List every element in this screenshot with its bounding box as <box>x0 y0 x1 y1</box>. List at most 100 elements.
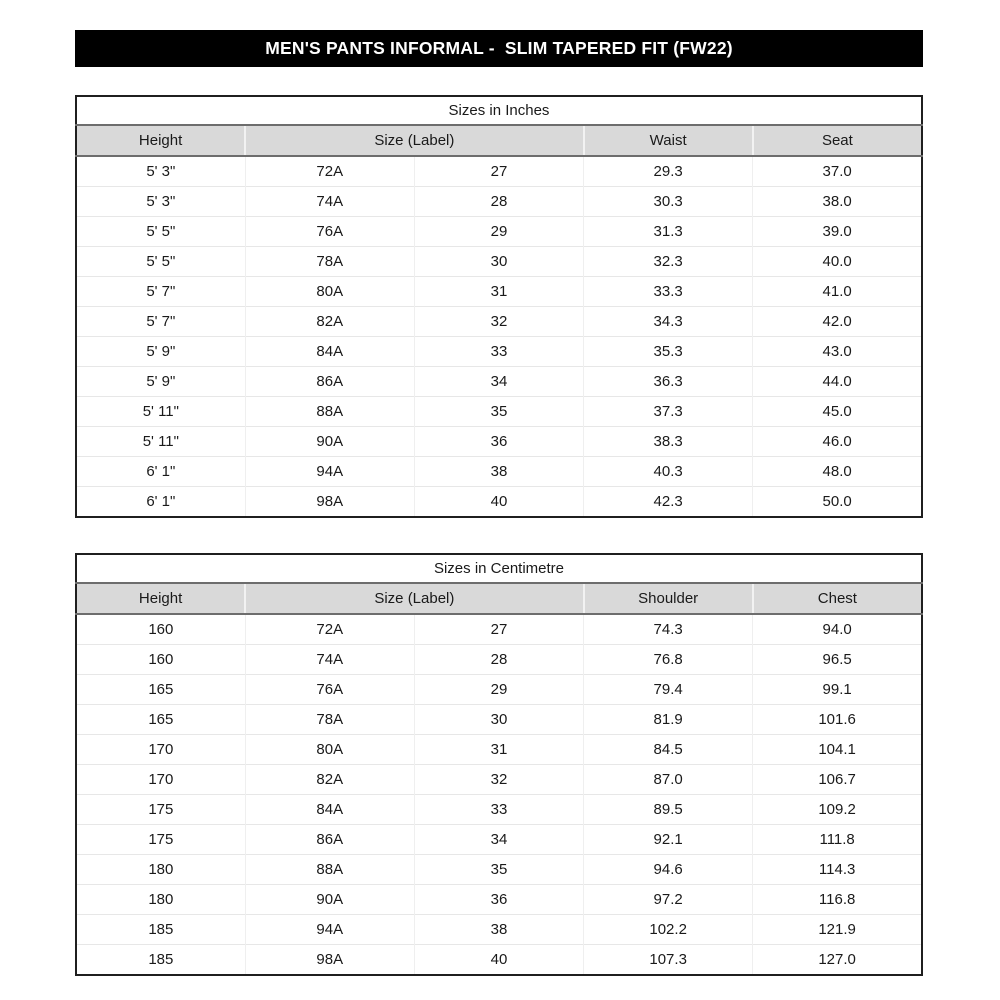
table-cell: 104.1 <box>752 734 922 765</box>
table-row: 5' 9" 86A 34 36.3 44.0 <box>76 366 922 397</box>
table-cell: 41.0 <box>752 276 922 307</box>
table-cell: 5' 7" <box>76 306 246 337</box>
table-cell: 94A <box>244 456 415 487</box>
table-cell: 107.3 <box>583 944 753 975</box>
table-cell: 5' 11" <box>76 396 246 427</box>
table-cell: 30 <box>413 246 584 277</box>
table-title-row: Sizes in Centimetre <box>76 554 922 583</box>
table-cell: 42.3 <box>583 486 753 517</box>
table-cell: 34 <box>413 366 584 397</box>
table-cell: 40.0 <box>752 246 922 277</box>
table-cell: 43.0 <box>752 336 922 367</box>
table-cell: 76.8 <box>583 644 753 675</box>
table-cell: 81.9 <box>583 704 753 735</box>
table-cell: 6' 1" <box>76 456 246 487</box>
table-cell: 42.0 <box>752 306 922 337</box>
table-row: 180 90A 36 97.2 116.8 <box>76 884 922 915</box>
table-cell: 185 <box>76 914 246 945</box>
table-row: 6' 1" 94A 38 40.3 48.0 <box>76 456 922 487</box>
table-cell: 74A <box>244 186 415 217</box>
table-cell: 76A <box>244 674 415 705</box>
table-cell: 28 <box>413 186 584 217</box>
table-cell: 6' 1" <box>76 486 246 517</box>
table-row: 180 88A 35 94.6 114.3 <box>76 854 922 885</box>
table-cell: 82A <box>244 306 415 337</box>
table-cell: 48.0 <box>752 456 922 487</box>
table-cell: 38 <box>413 456 584 487</box>
table-cell: 185 <box>76 944 246 975</box>
table-cell: 30.3 <box>583 186 753 217</box>
table-cell: 5' 3" <box>76 186 246 217</box>
column-header-size-label: Size (Label) <box>244 124 584 157</box>
table-cell: 72A <box>244 155 415 187</box>
table-cell: 106.7 <box>752 764 922 795</box>
table-cell: 38 <box>413 914 584 945</box>
table-cell: 165 <box>76 674 246 705</box>
table-cell: 28 <box>413 644 584 675</box>
table-cell: 127.0 <box>752 944 922 975</box>
table-cell: 94.0 <box>752 613 922 645</box>
table-row: 5' 11" 90A 36 38.3 46.0 <box>76 426 922 457</box>
table-row: 5' 5" 78A 30 32.3 40.0 <box>76 246 922 277</box>
table-cell: 98A <box>244 486 415 517</box>
table-cell: 5' 9" <box>76 366 246 397</box>
table-cell: 31.3 <box>583 216 753 247</box>
table-cell: 36 <box>413 426 584 457</box>
table-cell: 84A <box>244 336 415 367</box>
table-cell: 89.5 <box>583 794 753 825</box>
table-cell: 96.5 <box>752 644 922 675</box>
table-row: 5' 3" 72A 27 29.3 37.0 <box>76 155 922 187</box>
table-cell: 80A <box>244 734 415 765</box>
table-row: 170 80A 31 84.5 104.1 <box>76 734 922 765</box>
table-cell: 180 <box>76 884 246 915</box>
table-cell: 170 <box>76 764 246 795</box>
table-cell: 33 <box>413 336 584 367</box>
table-cell: 45.0 <box>752 396 922 427</box>
table-cell: 31 <box>413 734 584 765</box>
table-row: 6' 1" 98A 40 42.3 50.0 <box>76 486 922 517</box>
table-cell: 78A <box>244 704 415 735</box>
table-cell: 84.5 <box>583 734 753 765</box>
column-header-shoulder: Shoulder <box>582 582 753 615</box>
table-cell: 29 <box>413 216 584 247</box>
table-cell: 32 <box>413 764 584 795</box>
table-cell: 97.2 <box>583 884 753 915</box>
table-cell: 35 <box>413 854 584 885</box>
table-cell: 36 <box>413 884 584 915</box>
sizes-inches-table: Sizes in Inches Height Size (Label) Wais… <box>75 95 923 518</box>
table-cell: 114.3 <box>752 854 922 885</box>
table-cell: 5' 5" <box>76 246 246 277</box>
table-cell: 82A <box>244 764 415 795</box>
table-cell: 102.2 <box>583 914 753 945</box>
column-header-chest: Chest <box>751 582 922 615</box>
table-cell: 101.6 <box>752 704 922 735</box>
table-cell: 35.3 <box>583 336 753 367</box>
table-cell: 44.0 <box>752 366 922 397</box>
table-cell: 88A <box>244 396 415 427</box>
table-cell: 40.3 <box>583 456 753 487</box>
table-header-row: Height Size (Label) Shoulder Chest <box>76 582 922 615</box>
column-header-height: Height <box>76 582 246 615</box>
table-body: 160 72A 27 74.3 94.0 160 74A 28 76.8 96.5 165 76A 29… <box>76 613 922 975</box>
table-cell: 80A <box>244 276 415 307</box>
table-cell: 37.3 <box>583 396 753 427</box>
table-cell: 40 <box>413 944 584 975</box>
table-cell: 175 <box>76 824 246 855</box>
table-cell: 40 <box>413 486 584 517</box>
sizes-centimetre-table: Sizes in Centimetre Height Size (Label) … <box>75 553 923 976</box>
table-row: 185 94A 38 102.2 121.9 <box>76 914 922 945</box>
table-cell: 111.8 <box>752 824 922 855</box>
table-title: Sizes in Centimetre <box>76 554 922 583</box>
page-title: MEN'S PANTS INFORMAL - SLIM TAPERED FIT … <box>265 38 733 58</box>
table-cell: 27 <box>413 613 584 645</box>
table-cell: 38.3 <box>583 426 753 457</box>
table-cell: 46.0 <box>752 426 922 457</box>
table-cell: 38.0 <box>752 186 922 217</box>
table-cell: 74A <box>244 644 415 675</box>
table-cell: 87.0 <box>583 764 753 795</box>
table-cell: 5' 5" <box>76 216 246 247</box>
table-row: 5' 7" 82A 32 34.3 42.0 <box>76 306 922 337</box>
table-cell: 5' 3" <box>76 155 246 187</box>
table-cell: 27 <box>413 155 584 187</box>
table-body: 5' 3" 72A 27 29.3 37.0 5' 3" 74A 28 30.3 38.0 5' 5… <box>76 155 922 517</box>
